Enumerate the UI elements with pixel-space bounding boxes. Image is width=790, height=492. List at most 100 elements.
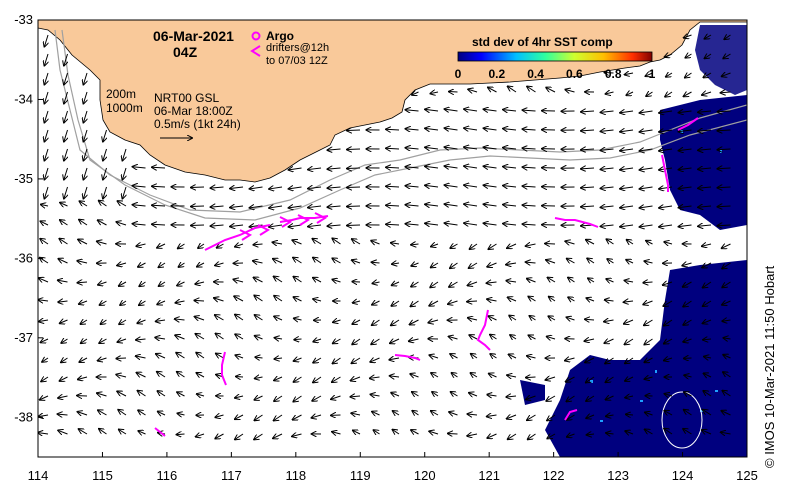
current-vector <box>79 358 88 362</box>
current-vector <box>390 376 400 377</box>
current-vector <box>468 89 478 92</box>
current-vector <box>659 111 673 113</box>
current-vector <box>722 262 731 269</box>
current-vector <box>640 187 653 189</box>
current-vector <box>289 206 302 208</box>
current-vector <box>703 339 712 340</box>
current-vector <box>567 415 575 420</box>
eddy-contour <box>661 391 703 449</box>
current-vector <box>425 166 439 168</box>
current-vector <box>601 206 614 207</box>
current-vector <box>722 320 731 321</box>
y-tick-label: -38 <box>14 409 33 424</box>
current-vector <box>274 395 283 401</box>
current-vector <box>235 396 244 398</box>
current-vector <box>254 278 263 283</box>
current-vector <box>451 392 458 396</box>
current-vector <box>41 205 49 206</box>
current-vector <box>523 186 536 187</box>
current-vector <box>450 244 458 248</box>
current-vector <box>547 414 556 420</box>
colorbar-tick-label: 0.2 <box>488 67 505 81</box>
x-tick-label: 120 <box>414 468 436 483</box>
current-vector <box>138 263 146 267</box>
current-vector <box>507 375 517 377</box>
current-vector <box>118 339 127 342</box>
current-vector <box>568 278 575 282</box>
current-vector <box>255 357 263 358</box>
current-vector <box>464 147 478 149</box>
current-vector <box>393 411 400 415</box>
current-vector <box>679 111 692 113</box>
current-vector <box>646 92 653 96</box>
current-vector <box>503 129 517 130</box>
current-vector <box>507 415 517 419</box>
current-vector <box>643 282 653 283</box>
current-vector <box>643 301 653 304</box>
current-vector <box>683 429 692 435</box>
current-vector <box>78 412 88 415</box>
current-vector <box>215 415 224 417</box>
current-vector <box>721 92 731 93</box>
current-vector <box>469 393 478 396</box>
current-vector <box>216 354 224 358</box>
current-vector <box>406 129 419 130</box>
current-vector <box>312 395 322 401</box>
drifter-track <box>554 217 599 228</box>
current-vector <box>489 374 497 377</box>
current-vector <box>640 149 653 151</box>
current-vector <box>386 167 400 168</box>
current-vector <box>255 315 263 321</box>
current-vector <box>665 92 673 97</box>
current-vector <box>139 301 146 305</box>
current-vector <box>607 259 614 263</box>
current-vector <box>645 429 653 434</box>
current-vector <box>510 335 517 339</box>
current-vector <box>406 224 419 225</box>
current-vector <box>528 297 536 301</box>
current-vector <box>445 109 458 111</box>
current-vector <box>487 299 497 301</box>
current-vector <box>724 35 731 39</box>
current-vector <box>328 187 341 188</box>
current-vector <box>64 167 68 179</box>
current-vector <box>684 392 692 396</box>
current-vector <box>585 319 595 320</box>
current-vector <box>122 167 126 179</box>
current-vector <box>411 244 419 245</box>
current-vector <box>347 187 361 188</box>
current-vector <box>273 242 283 244</box>
current-vector <box>527 87 536 93</box>
current-vector <box>41 339 49 342</box>
current-vector <box>59 239 68 245</box>
current-vector <box>269 187 283 189</box>
current-vector <box>139 282 146 286</box>
current-vector <box>119 320 127 324</box>
current-vector <box>254 396 263 400</box>
current-vector <box>100 301 107 305</box>
current-vector <box>44 148 48 160</box>
current-vector <box>704 373 712 377</box>
current-vector <box>428 320 439 323</box>
current-vector <box>393 430 400 434</box>
current-vector <box>565 358 575 361</box>
current-vector <box>289 187 302 189</box>
current-vector <box>58 280 68 282</box>
current-vector <box>215 263 224 265</box>
current-vector <box>703 300 712 306</box>
current-vector <box>61 339 68 343</box>
drifter-track <box>221 351 227 386</box>
current-vector <box>313 278 322 282</box>
current-vector <box>273 259 283 263</box>
current-vector <box>292 240 302 244</box>
current-vector <box>450 262 458 268</box>
current-vector <box>620 225 634 227</box>
current-vector <box>679 187 692 189</box>
current-vector <box>665 54 673 57</box>
current-vector <box>196 434 205 437</box>
current-vector <box>508 433 517 439</box>
current-vector <box>625 377 634 381</box>
current-vector <box>216 334 224 340</box>
current-vector <box>664 242 673 244</box>
current-vector <box>410 319 419 325</box>
